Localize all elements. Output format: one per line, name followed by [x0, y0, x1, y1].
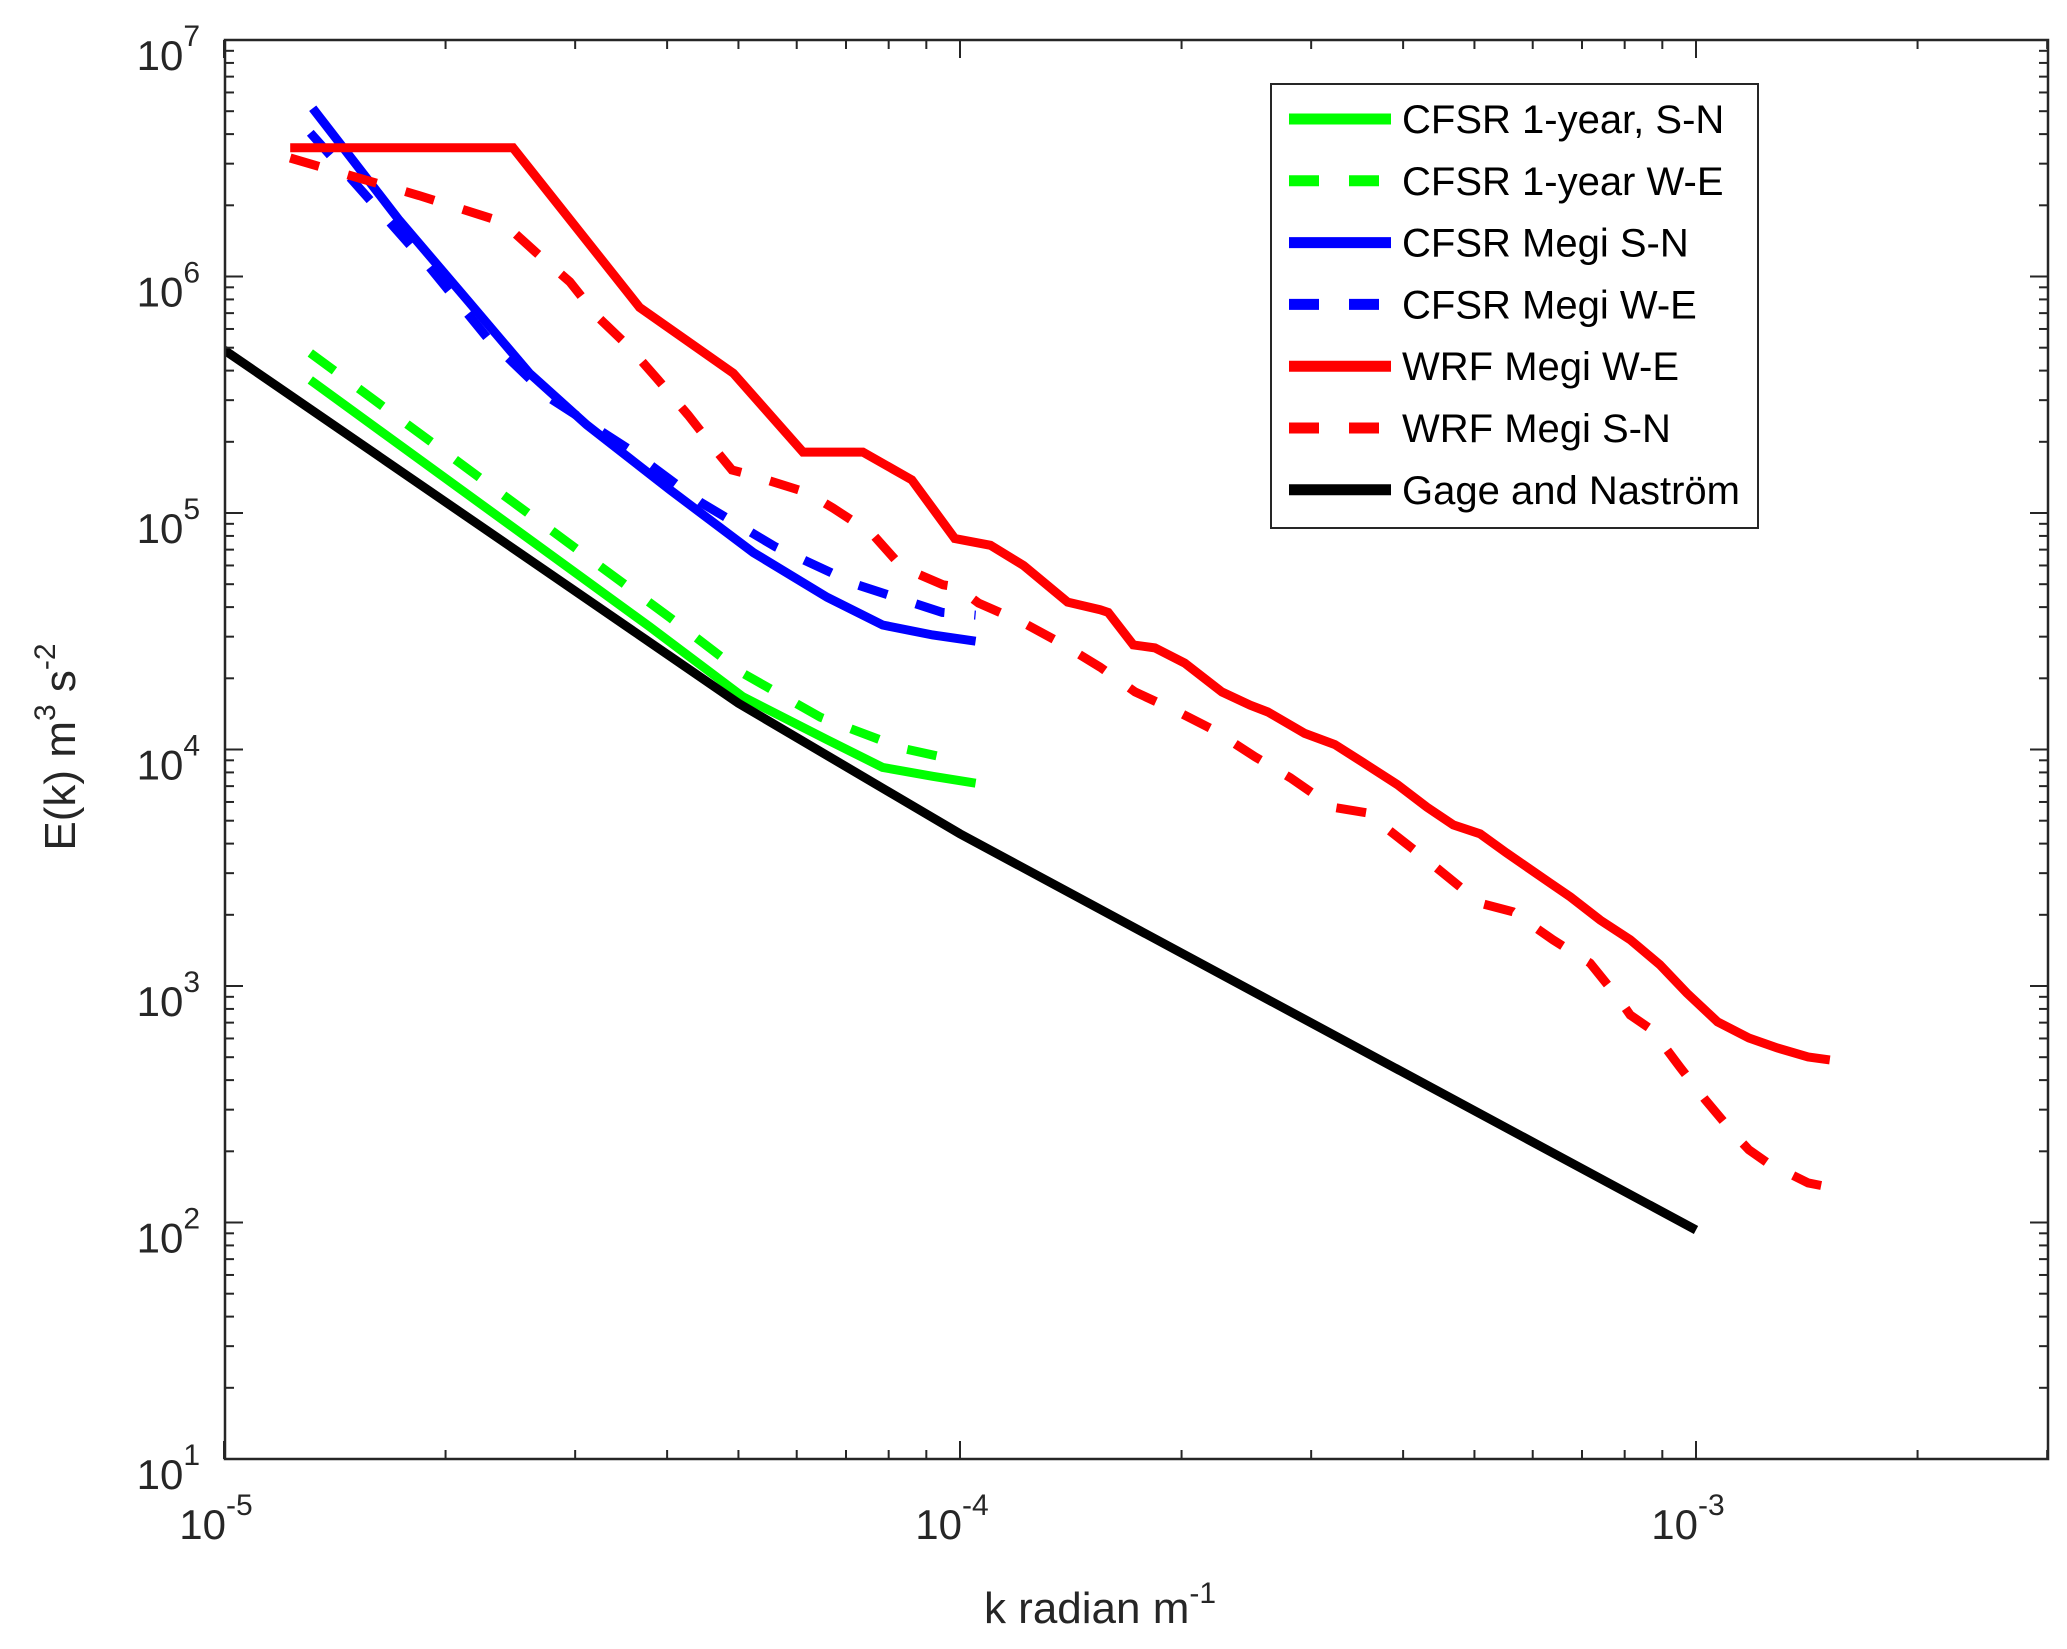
series-layer [225, 105, 1831, 1234]
x-tick-label: 10-5 [179, 1489, 252, 1548]
legend-item-cfsr-megi-w-e: CFSR Megi W-E [1289, 283, 1697, 327]
series-line-wrf-megi-w-e [290, 143, 1831, 1065]
x-tick-label: 10-3 [1651, 1489, 1724, 1548]
y-tick-label: 106 [137, 257, 200, 316]
legend-label: CFSR Megi S-N [1402, 222, 1689, 266]
y-tick-label: 104 [137, 730, 200, 789]
y-tick-label: 105 [137, 493, 200, 552]
legend-item-cfsr-1-year-w-e: CFSR 1-year W-E [1289, 160, 1724, 204]
tick-marks [223, 39, 2049, 1460]
series-line-gage-and-nastr-m [225, 346, 1699, 1234]
legend-item-wrf-megi-s-n: WRF Megi S-N [1289, 407, 1671, 451]
y-axis-label: E(k) m3 s-2 [29, 643, 85, 850]
series-line-cfsr-megi-s-n [309, 105, 977, 646]
legend-item-gage-and-nastr-m: Gage and Naström [1289, 469, 1740, 513]
legend-label: CFSR 1-year W-E [1402, 160, 1724, 204]
y-tick-label: 107 [137, 20, 200, 79]
legend-item-cfsr-1-year-s-n: CFSR 1-year, S-N [1289, 98, 1724, 142]
legend-label: CFSR Megi W-E [1402, 283, 1697, 327]
legend-label: WRF Megi W-E [1402, 345, 1679, 389]
tick-labels: 10-5 10-4 10-3 101 102 103 104 105 106 107 [137, 20, 1725, 1548]
series-line-cfsr-megi-w-e [306, 129, 976, 620]
x-axis-label: k radian m-1 [984, 1577, 1216, 1633]
y-tick-label: 102 [137, 1203, 200, 1262]
y-tick-label: 103 [137, 966, 200, 1025]
series-line-cfsr-1-year-s-n [307, 376, 977, 788]
legend-item-cfsr-megi-s-n: CFSR Megi S-N [1289, 222, 1689, 266]
x-tick-label: 10-4 [915, 1489, 988, 1548]
y-tick-label: 101 [137, 1439, 200, 1498]
series-line-cfsr-1-year-w-e [307, 349, 948, 763]
legend-item-wrf-megi-w-e: WRF Megi W-E [1289, 345, 1679, 389]
legend-label: CFSR 1-year, S-N [1402, 98, 1724, 142]
legend-label: WRF Megi S-N [1402, 407, 1671, 451]
legend-label: Gage and Naström [1402, 469, 1740, 513]
legend: CFSR 1-year, S-N CFSR 1-year W-E CFSR Megi… [1270, 83, 1759, 529]
